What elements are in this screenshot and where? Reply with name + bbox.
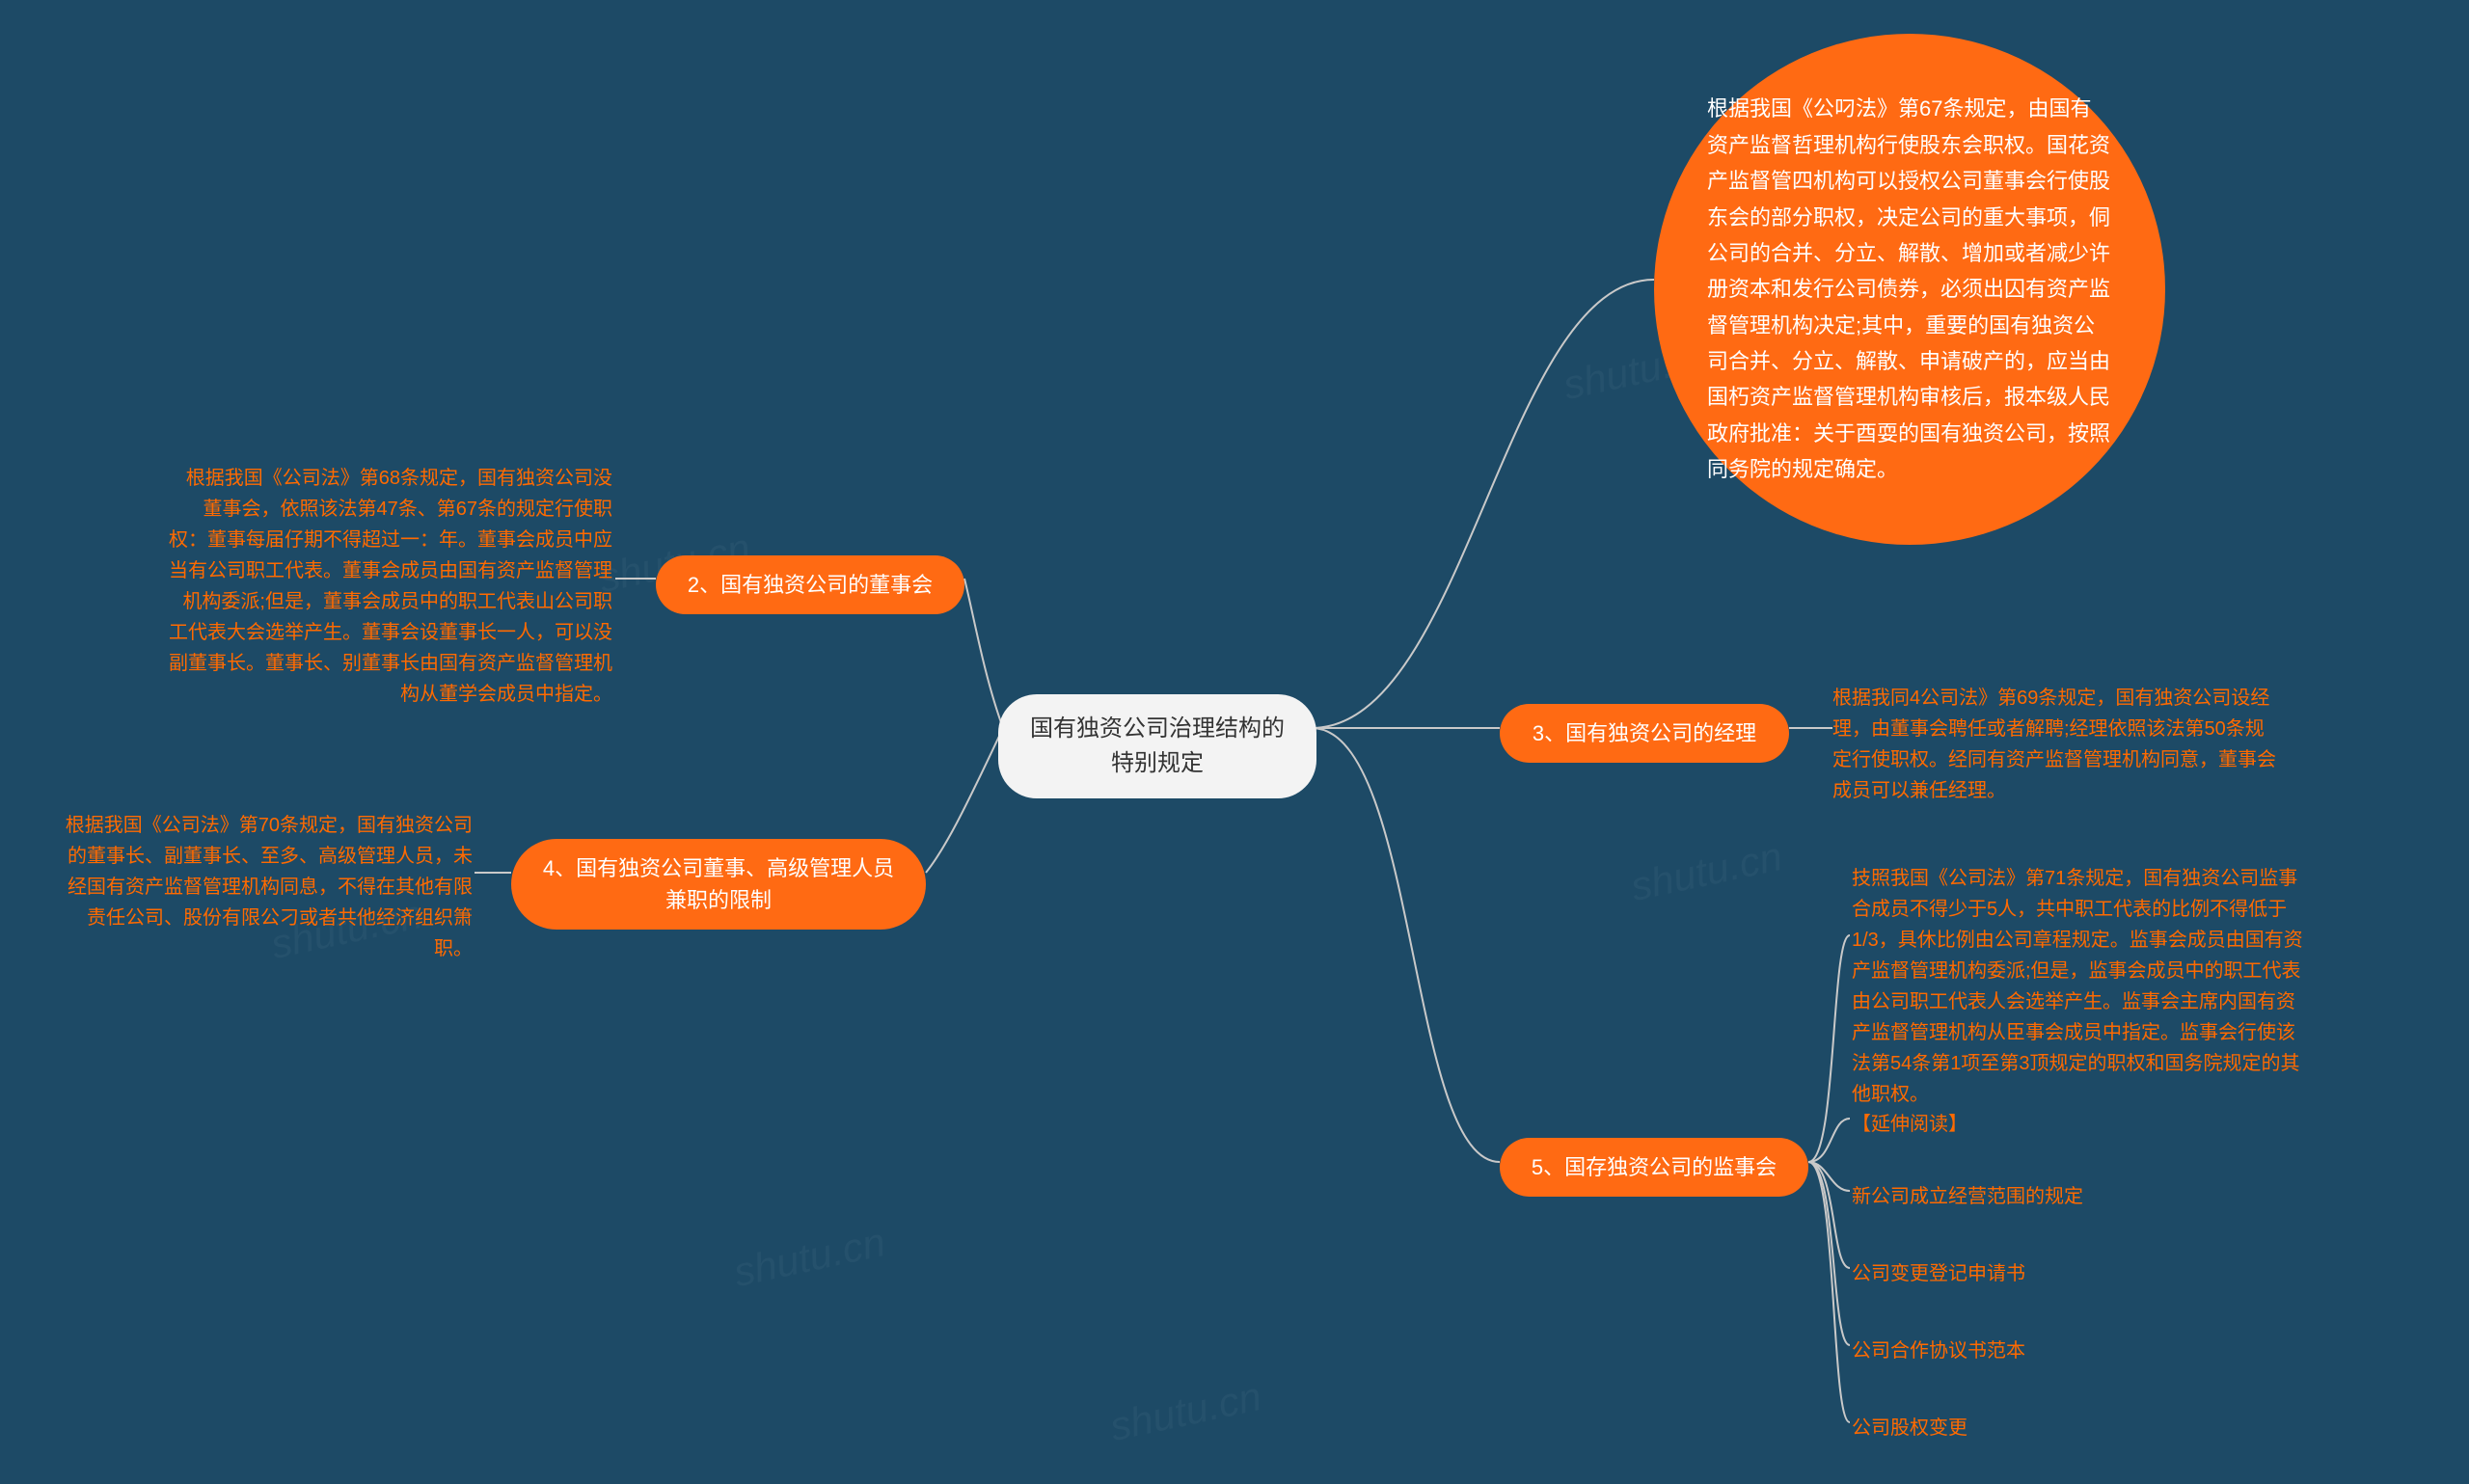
watermark: shutu.cn — [1106, 1373, 1265, 1450]
branch-node-b4[interactable]: 4、国有独资公司董事、高级管理人员兼职的限制 — [511, 839, 926, 930]
leaf-text: 【延伸阅读】 — [1852, 1109, 2141, 1140]
mindmap-canvas: shutu.cnshutu.cnshutu.cnshutu.cnshutu.cn… — [0, 0, 2469, 1484]
leaf-text: 公司股权变更 — [1852, 1413, 2141, 1444]
center-node[interactable]: 国有独资公司治理结构的特别规定 — [998, 694, 1316, 798]
watermark: shutu.cn — [1627, 833, 1786, 910]
leaf-text: 根据我国《公司法》第70条规定，国有独资公司的董事长、副董事长、至多、高级管理人… — [58, 810, 473, 964]
branch-node-b5[interactable]: 5、国存独资公司的监事会 — [1500, 1138, 1808, 1197]
branch-node-b2[interactable]: 2、国有独资公司的董事会 — [656, 555, 964, 614]
leaf-text: 新公司成立经营范围的规定 — [1852, 1181, 2141, 1212]
leaf-text: 技照我国《公司法》第71条规定，国有独资公司监事合成员不得少于5人，共中职工代表… — [1852, 863, 2305, 1110]
leaf-text: 根据我国《公司法》第68条规定，国有独资公司没董事会，依照该法第47条、第67条… — [169, 463, 612, 710]
watermark: shutu.cn — [730, 1219, 889, 1296]
leaf-text: 公司合作协议书范本 — [1852, 1336, 2141, 1366]
leaf-text: 根据我同4公司法》第69条规定，国有独资公司设经理，由董事会聘任或者解聘;经理依… — [1832, 683, 2276, 806]
branch-node-b1[interactable]: 根据我国《公叼法》第67条规定，由国有资产监督哲理机构行使股东会职权。国花资产监… — [1654, 34, 2165, 545]
leaf-text: 公司变更登记申请书 — [1852, 1258, 2141, 1289]
branch-node-b3[interactable]: 3、国有独资公司的经理 — [1500, 704, 1789, 763]
